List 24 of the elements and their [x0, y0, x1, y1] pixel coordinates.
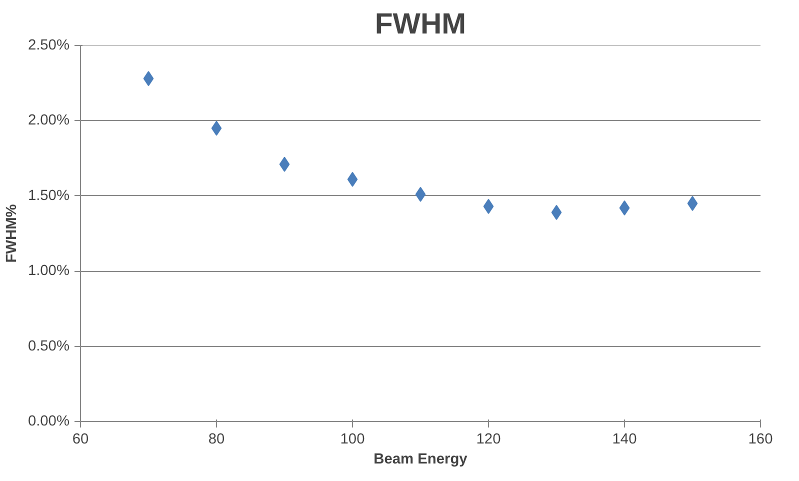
y-tick-label: 0.50% [28, 338, 70, 354]
x-tick-label: 120 [476, 432, 501, 448]
point [483, 198, 494, 214]
y-tick-label: 2.50% [28, 38, 70, 54]
x-tick-label: 140 [612, 432, 637, 448]
point [211, 120, 222, 136]
x-tick-label: 160 [748, 432, 773, 448]
y-tick-label: 2.00% [28, 112, 70, 129]
y-tick-label: 0.00% [28, 414, 70, 430]
point [279, 156, 290, 172]
y-tick-label: 1.00% [28, 263, 70, 280]
x-tick-label: 80 [208, 432, 225, 448]
chart-title: FWHM [374, 8, 466, 40]
y-axis-title: FWHM% [4, 204, 20, 263]
point [619, 200, 630, 216]
x-axis-title: Beam Energy [374, 452, 468, 468]
y-tick-label: 1.50% [28, 188, 70, 204]
point [687, 196, 698, 211]
point [143, 71, 154, 86]
point [415, 186, 426, 202]
point [551, 204, 562, 220]
x-tick-label: 100 [340, 432, 365, 448]
x-tick-label: 60 [72, 432, 89, 448]
point [347, 172, 358, 187]
